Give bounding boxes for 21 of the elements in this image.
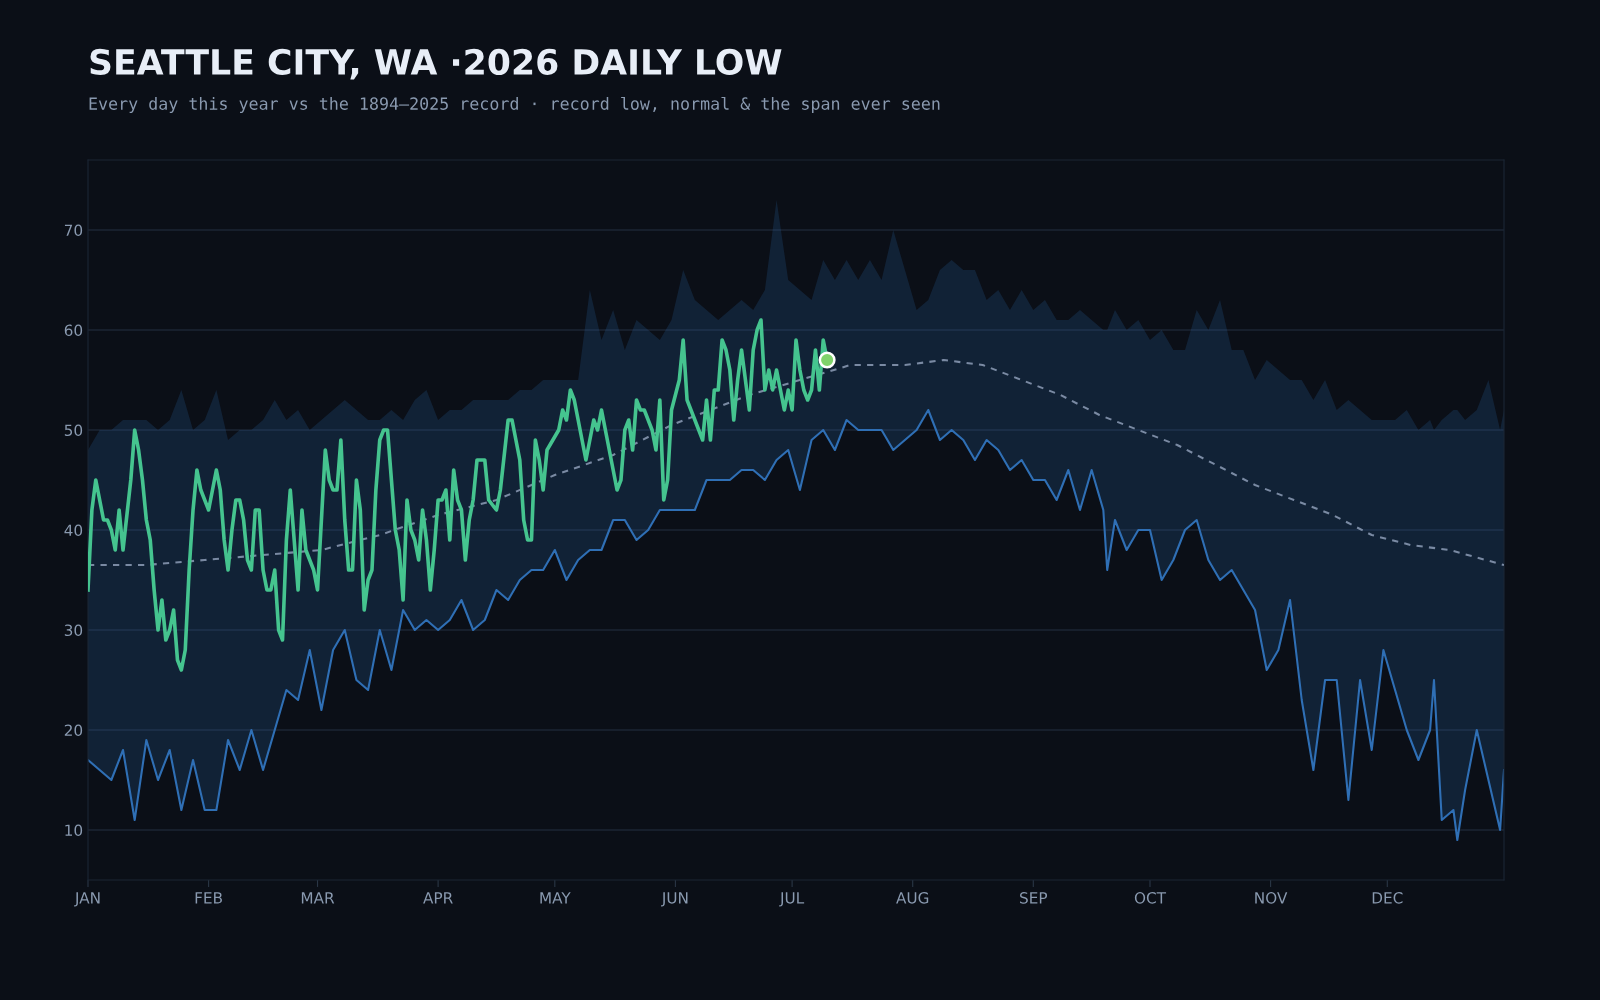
y-tick-label: 20 — [64, 724, 83, 737]
x-tick-label: OCT — [1134, 892, 1167, 904]
x-tick-label: FEB — [195, 892, 222, 904]
chart-title: SEATTLE CITY, WA ·2026 DAILY LOW — [90, 48, 782, 80]
y-tick-label: 10 — [65, 824, 83, 837]
y-tick-label: 30 — [64, 624, 83, 637]
y-tick-label: 50 — [64, 424, 83, 437]
x-tick-label: MAY — [540, 892, 571, 904]
chart-subtitle: Every day this year vs the 1894–2025 record · record low, normal & the span ever seen — [89, 96, 940, 114]
y-tick-label: 70 — [64, 224, 83, 237]
y-tick-label: 40 — [64, 524, 83, 537]
x-tick-label: APR — [423, 892, 453, 904]
x-tick-label: JUN — [661, 892, 688, 907]
x-tick-label: DEC — [1372, 892, 1403, 904]
x-tick-label: JAN — [74, 892, 100, 907]
y-tick-label: 60 — [64, 324, 83, 337]
x-tick-label: MAR — [301, 892, 335, 904]
x-tick-label: JUL — [779, 892, 805, 907]
x-tick-label: NOV — [1255, 892, 1288, 904]
x-tick-label: SEP — [1020, 892, 1048, 904]
x-tick-label: AUG — [896, 892, 929, 904]
